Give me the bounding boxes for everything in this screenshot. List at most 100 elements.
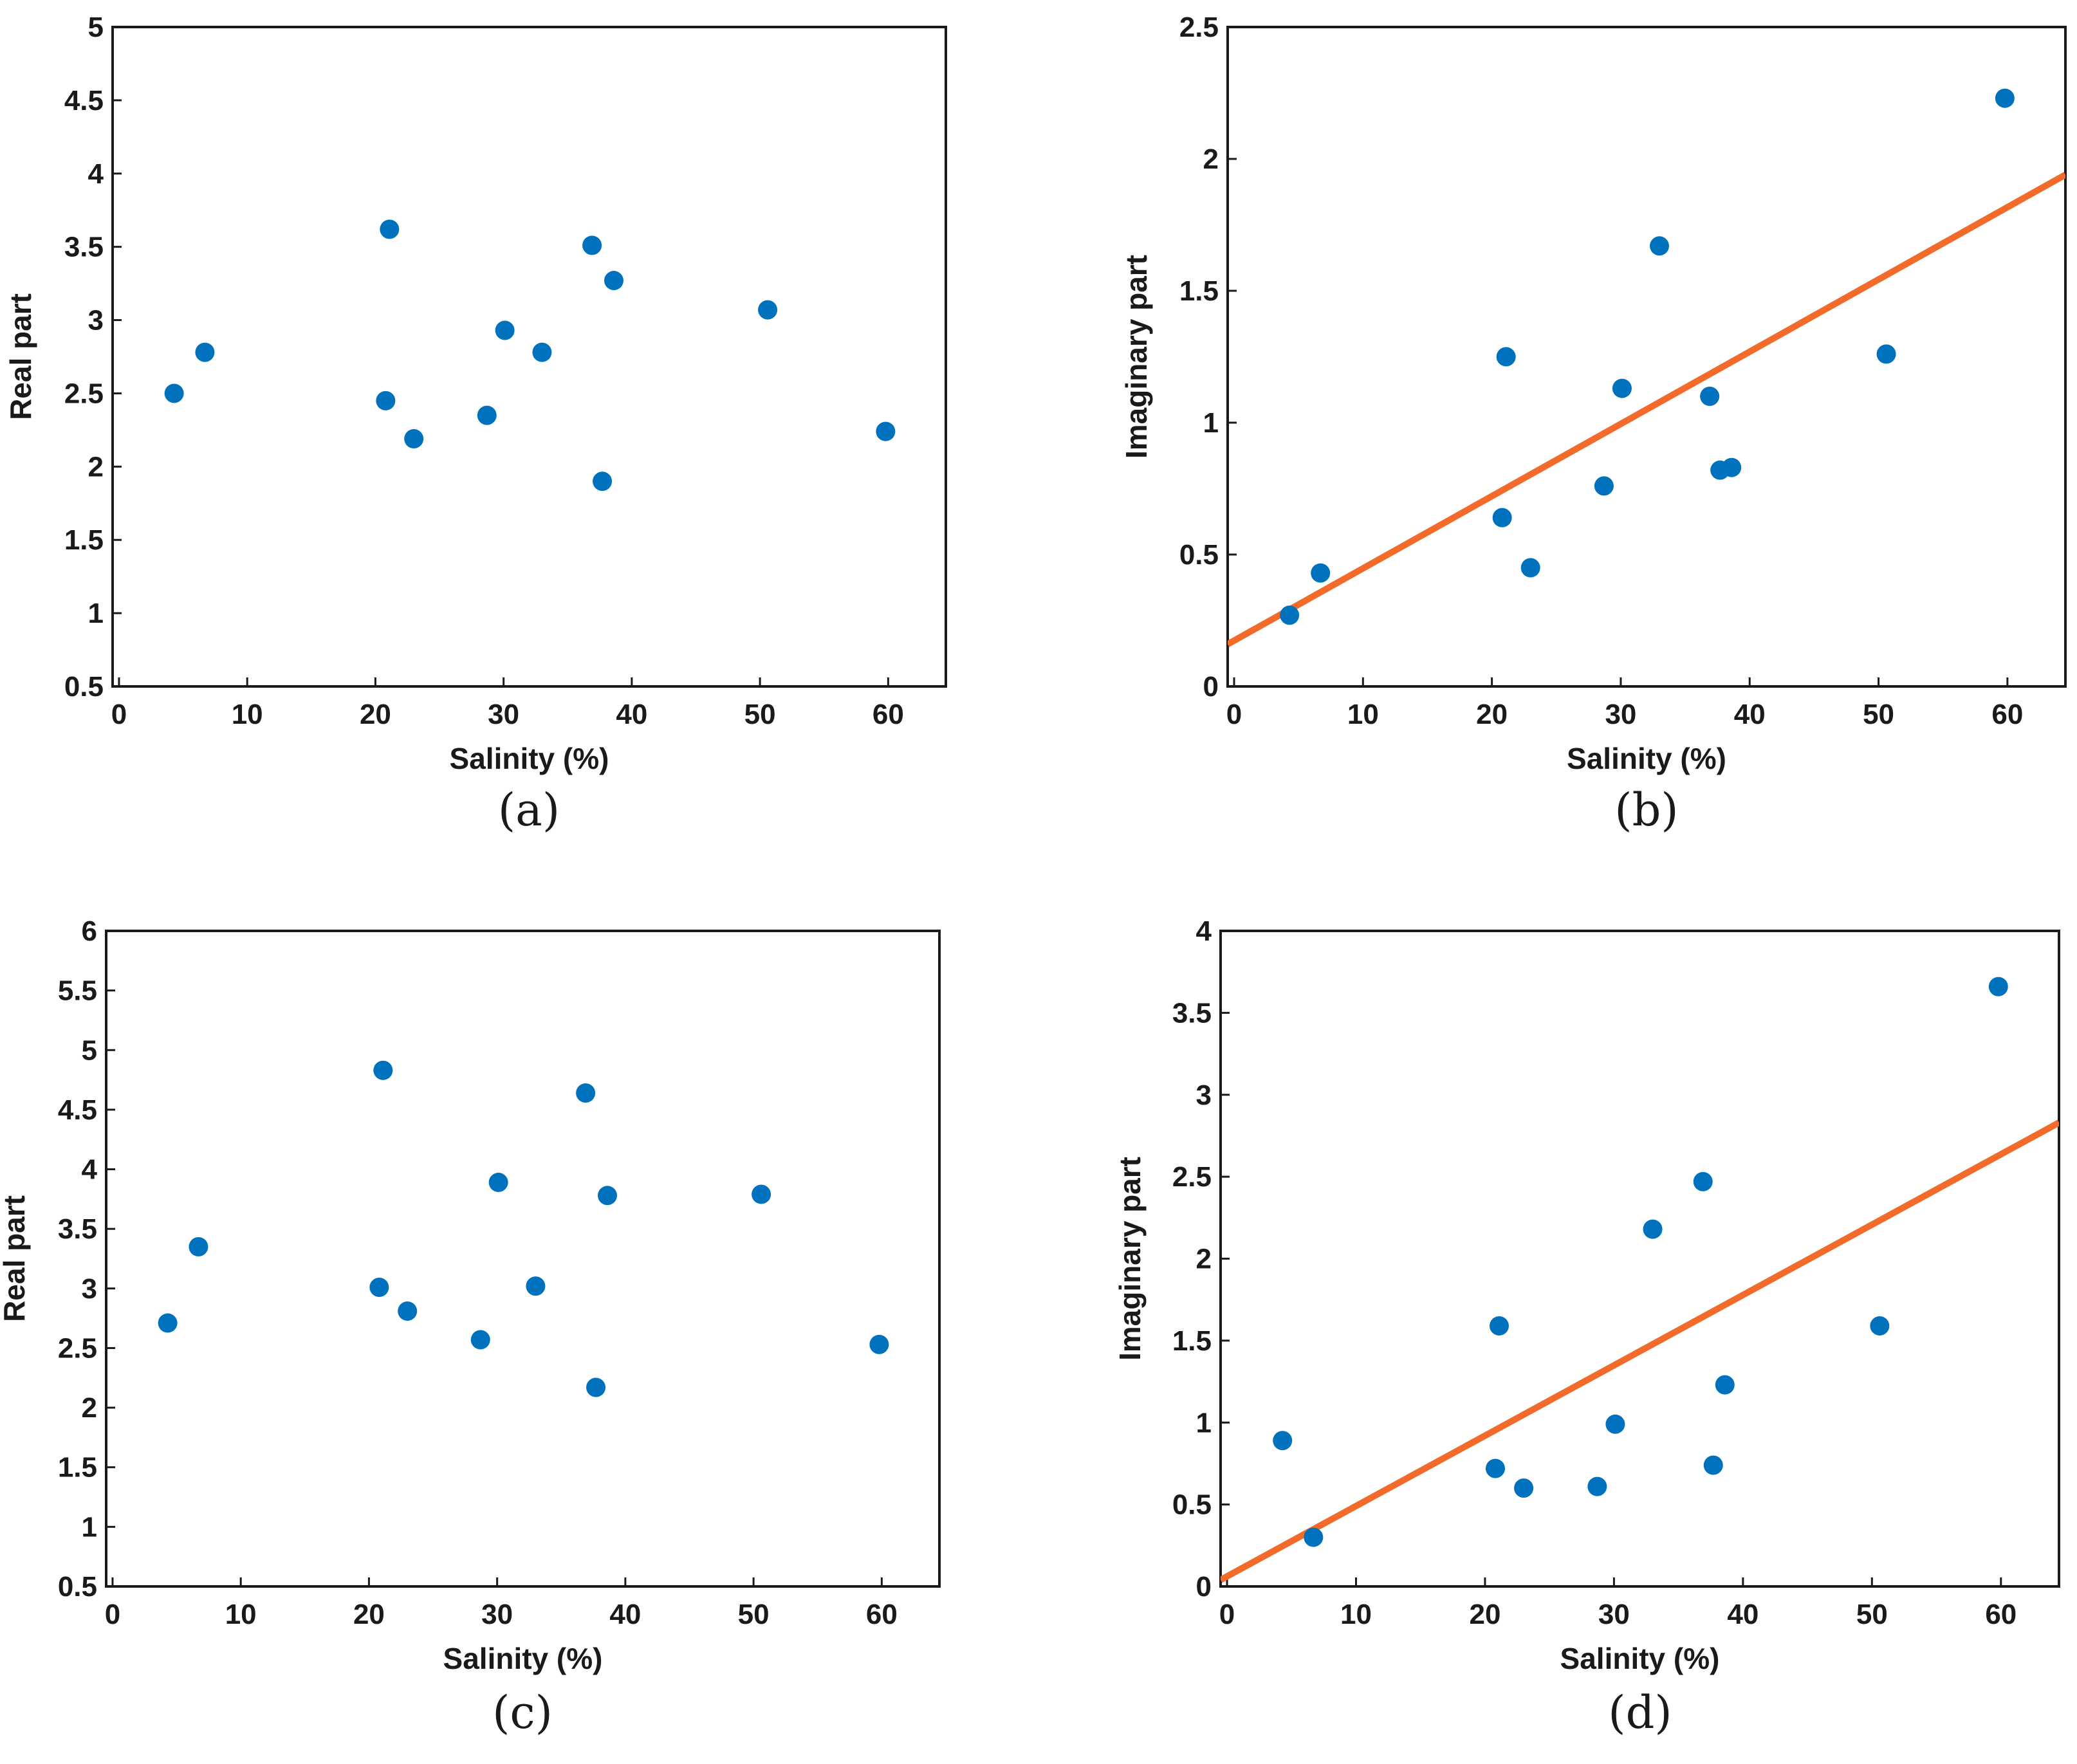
y-tick-label: 2.5 (1172, 1161, 1212, 1193)
x-tick-label: 30 (1598, 1599, 1630, 1630)
y-tick-label: 1.5 (64, 524, 104, 556)
chart-panel-a: 0 10 20 30 40 50 60 0.5 1 1.5 2 2.5 3 3.5 4 4.5 5 Salinit… (4, 12, 947, 836)
y-tick-label: 4.5 (64, 85, 104, 116)
y-tick-label: 2.5 (64, 378, 104, 409)
y-axis-title: Imaginary part (1120, 255, 1153, 459)
data-point (1715, 1375, 1735, 1395)
y-tick-label: 2 (1203, 143, 1219, 175)
data-point (1489, 1316, 1509, 1336)
x-tick-label: 60 (1985, 1599, 2017, 1630)
data-point (597, 1186, 617, 1206)
panel-caption: (d) (1608, 1686, 1672, 1739)
x-tick-label: 0 (111, 699, 127, 730)
panel-caption: (a) (498, 784, 560, 836)
data-point (1643, 1219, 1663, 1239)
y-tick-label: 4 (82, 1154, 98, 1186)
panel-caption: (c) (492, 1686, 553, 1739)
y-tick-label: 5.5 (58, 975, 97, 1007)
y-tick-label: 0.5 (58, 1571, 97, 1603)
x-tick-label: 50 (1856, 1599, 1888, 1630)
data-point (1594, 476, 1614, 496)
plot-frame (105, 930, 941, 1588)
data-point (1492, 508, 1512, 528)
data-point (1304, 1527, 1324, 1547)
x-tick-label: 10 (1340, 1599, 1372, 1630)
data-point (398, 1301, 418, 1321)
y-tick-label: 2.5 (1179, 12, 1219, 43)
x-tick-label: 30 (481, 1599, 513, 1630)
plot-frame (1226, 26, 2067, 688)
y-tick-label: 1.5 (1172, 1325, 1212, 1357)
x-tick-label: 10 (232, 699, 263, 730)
x-tick-label: 40 (609, 1599, 641, 1630)
x-axis-title: Salinity (%) (1567, 742, 1726, 775)
data-point (380, 219, 400, 239)
x-tick-label: 60 (866, 1599, 898, 1630)
y-tick-label: 1.5 (58, 1452, 97, 1484)
y-tick-label: 2.5 (58, 1332, 97, 1364)
chart-panel-d: 0 10 20 30 40 50 60 0 0.5 1 1.5 2 2.5 3 3.5 4 Salinity (… (1113, 915, 2060, 1739)
y-tick-label: 4.5 (58, 1094, 97, 1126)
data-point (404, 429, 424, 449)
data-point (1693, 1171, 1713, 1191)
y-tick-label: 2 (88, 451, 104, 482)
y-tick-label: 0.5 (1179, 539, 1219, 571)
data-point (604, 271, 623, 291)
data-point (495, 320, 515, 340)
x-tick-label: 0 (1226, 699, 1242, 730)
data-point (1311, 563, 1331, 583)
y-axis-title: Real part (0, 1195, 31, 1322)
x-tick-label: 60 (872, 699, 904, 730)
data-point (876, 421, 896, 441)
x-tick-label: 40 (616, 699, 647, 730)
y-tick-label: 0.5 (64, 671, 104, 703)
x-tick-label: 20 (1469, 1599, 1500, 1630)
y-tick-label: 3.5 (64, 232, 104, 263)
data-point (1605, 1414, 1625, 1434)
data-point (869, 1334, 889, 1354)
data-point (758, 300, 778, 320)
data-point (1273, 1431, 1293, 1451)
y-tick-label: 3 (1196, 1080, 1212, 1111)
x-tick-label: 20 (360, 699, 391, 730)
data-point (1703, 1455, 1723, 1475)
y-tick-label: 2 (1196, 1244, 1212, 1275)
x-tick-label: 50 (738, 1599, 770, 1630)
y-tick-label: 6 (82, 915, 97, 947)
chart-panel-c: 0 10 20 30 40 50 60 0.5 1 1.5 2 2.5 3 3.5 4 4.5 5 5.5 6 Sal… (0, 915, 941, 1739)
data-point (1496, 347, 1516, 367)
x-tick-label: 0 (1219, 1599, 1235, 1630)
y-tick-label: 1 (1203, 407, 1219, 439)
y-axis-title: Imaginary part (1113, 1157, 1147, 1361)
data-point (582, 235, 602, 255)
data-point (526, 1276, 546, 1296)
data-point (477, 405, 497, 425)
y-tick-label: 3 (88, 305, 104, 336)
data-point (1485, 1458, 1505, 1478)
y-axis-title: Real part (4, 293, 37, 420)
y-tick-label: 0.5 (1172, 1489, 1212, 1521)
y-tick-label: 4 (88, 158, 104, 190)
y-tick-label: 3 (82, 1273, 97, 1305)
data-point (586, 1377, 606, 1397)
x-axis-title: Salinity (%) (443, 1642, 603, 1675)
data-point (1722, 457, 1742, 477)
y-tick-label: 1 (88, 598, 104, 629)
y-tick-label: 1 (1196, 1407, 1212, 1438)
data-point (593, 472, 613, 492)
data-point (752, 1184, 771, 1204)
x-tick-label: 0 (105, 1599, 120, 1630)
y-tick-label: 1.5 (1179, 275, 1219, 307)
x-axis-title: Salinity (%) (450, 742, 609, 775)
x-tick-label: 30 (488, 699, 519, 730)
y-tick-label: 4 (1196, 915, 1212, 947)
data-point (195, 342, 215, 362)
x-tick-label: 40 (1727, 1599, 1759, 1630)
data-point (373, 1060, 393, 1080)
data-point (1988, 977, 2008, 997)
x-tick-label: 10 (225, 1599, 257, 1630)
data-point (1870, 1316, 1890, 1336)
y-tick-label: 0 (1203, 671, 1219, 703)
fit-line (1228, 172, 2065, 647)
data-point (158, 1313, 178, 1333)
